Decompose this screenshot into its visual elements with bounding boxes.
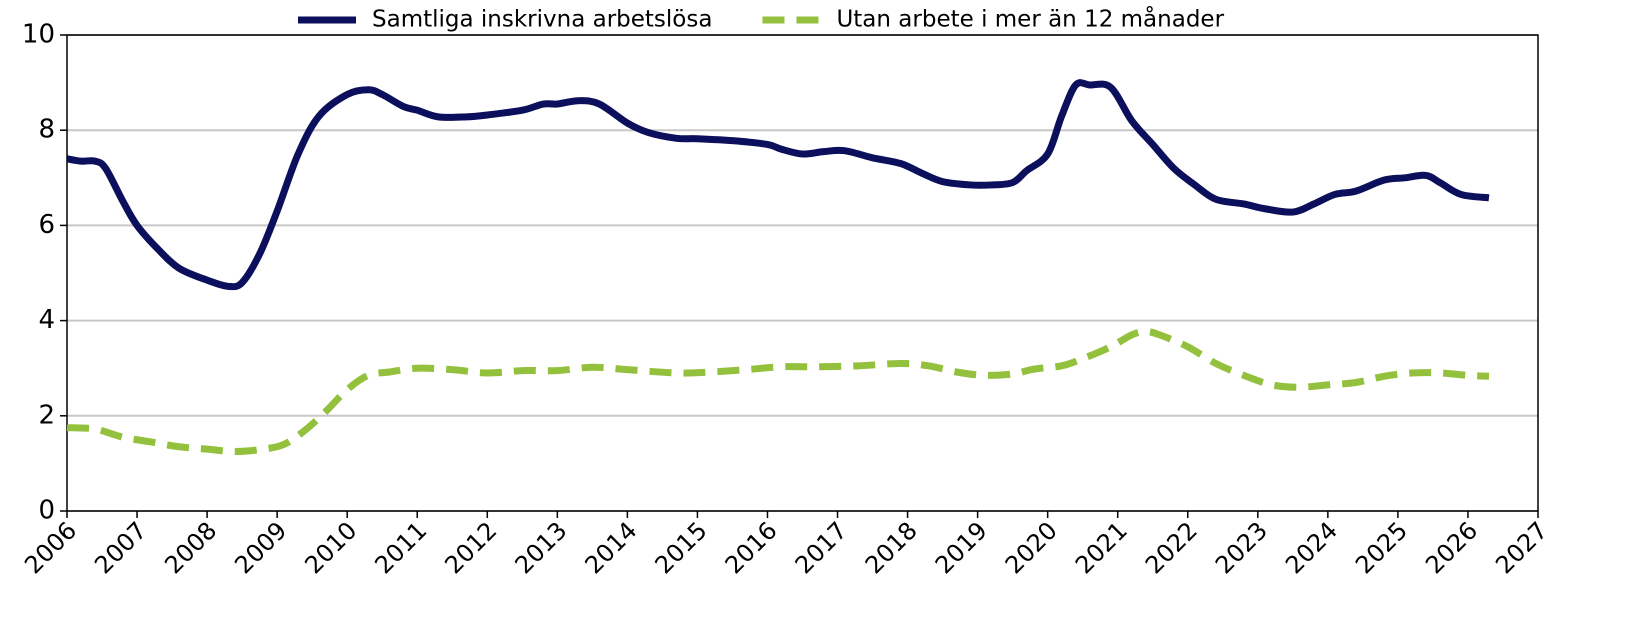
- x-tick-label: 2011: [369, 516, 432, 579]
- plot-frame: [66, 34, 1539, 512]
- legend: Samtliga inskrivna arbetslösa Utan arbete…: [298, 5, 1225, 33]
- x-tick-label: 2022: [1140, 516, 1203, 579]
- x-tick-label: 2026: [1420, 516, 1483, 579]
- x-tick-label: 2017: [790, 516, 853, 579]
- x-tick-label: 2020: [1000, 516, 1063, 579]
- legend-label: Samtliga inskrivna arbetslösa: [372, 7, 712, 33]
- x-tick-label: 2023: [1210, 516, 1273, 579]
- legend-label: Utan arbete i mer än 12 månader: [836, 5, 1224, 33]
- y-tick-label: 4: [38, 305, 55, 335]
- x-tick-label: 2018: [860, 516, 923, 579]
- x-tick-label: 2024: [1280, 516, 1343, 579]
- x-tick-label: 2013: [510, 516, 573, 579]
- y-tick-label: 2: [38, 400, 55, 430]
- x-tick-label: 2008: [159, 516, 222, 579]
- line-series: [66, 79, 1490, 291]
- x-tick-label: 2016: [720, 516, 783, 579]
- x-tick-label: 2021: [1070, 516, 1133, 579]
- x-tick-label: 2019: [930, 516, 993, 579]
- x-tick-label: 2007: [89, 516, 152, 579]
- line-series: [66, 328, 1490, 455]
- y-tick-label: 6: [38, 210, 55, 240]
- y-tick-label: 10: [22, 20, 55, 50]
- x-tick-label: 2014: [580, 516, 643, 579]
- x-tick-label: 2009: [229, 516, 292, 579]
- x-tick-label: 2025: [1350, 516, 1413, 579]
- y-tick-label: 0: [38, 496, 55, 526]
- x-tick-label: 2010: [299, 516, 362, 579]
- y-tick-label: 8: [38, 115, 55, 145]
- x-tick-label: 2015: [650, 516, 713, 579]
- x-tick-label: 2012: [439, 516, 502, 579]
- x-tick-label: 2006: [19, 516, 82, 579]
- x-tick-label: 2027: [1490, 516, 1553, 579]
